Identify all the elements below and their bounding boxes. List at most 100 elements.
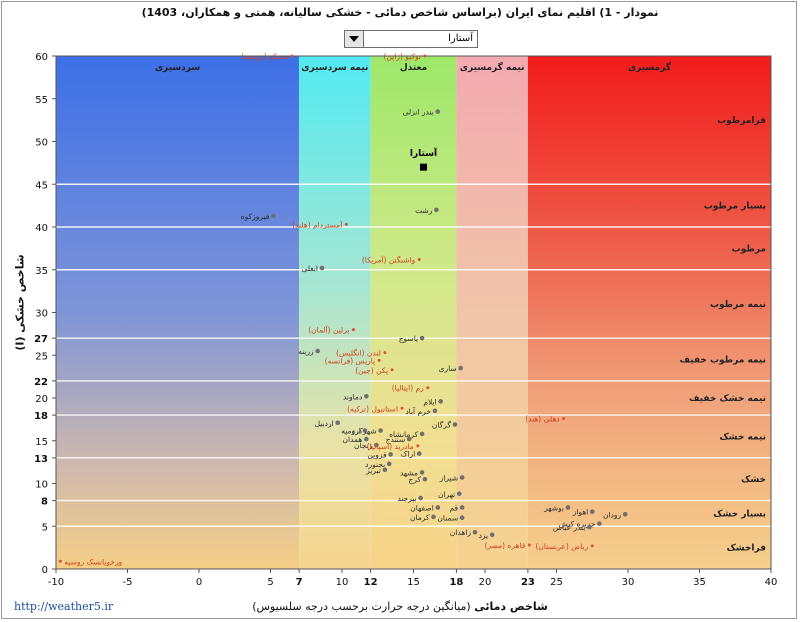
y-tick-label: 25 xyxy=(35,351,48,362)
iran-station-label: جزیره کیش xyxy=(559,520,596,529)
world-station-point xyxy=(400,406,404,410)
iran-station-point xyxy=(622,511,628,517)
world-station-label: پاریس (فرانسه) xyxy=(325,356,376,365)
temperature-zone-label: سردسیری xyxy=(155,63,201,73)
iran-station-label: شهرکرد xyxy=(352,426,377,435)
world-station-point xyxy=(527,543,531,547)
iran-station-label: کرمانشاه xyxy=(389,430,418,439)
world-station-label: ریاض (عربستان) xyxy=(536,542,589,551)
world-station-point xyxy=(426,386,430,390)
chevron-down-icon xyxy=(349,36,359,42)
x-tick-label: 35 xyxy=(693,577,706,588)
temperature-zone xyxy=(56,56,300,569)
world-station-point xyxy=(590,544,594,548)
world-station-point xyxy=(423,54,427,58)
y-tick-label: 45 xyxy=(35,180,48,191)
x-tick-label: 18 xyxy=(449,577,463,588)
iran-station-label: ابعلی xyxy=(301,264,318,273)
temperature-zone xyxy=(456,56,528,569)
humidity-zone-label: فرامرطوب xyxy=(717,116,766,126)
world-station-label: دهلی (هند) xyxy=(525,415,559,424)
temperature-zone xyxy=(527,56,771,569)
x-axis-label-sub: (میانگین درجه حرارت برحسب درجه سلسیوس) xyxy=(252,600,471,613)
world-station-label: مسکو (روسیه) xyxy=(241,52,288,61)
iran-station-point xyxy=(422,476,428,482)
iran-station-label: مشهد xyxy=(400,468,418,477)
y-tick-label: 60 xyxy=(35,52,48,63)
iran-station-point xyxy=(458,365,463,371)
y-tick-label: 10 xyxy=(35,480,48,491)
iran-station-point xyxy=(459,475,465,480)
iran-station-point xyxy=(419,431,425,437)
iran-station-label: یزد xyxy=(479,531,489,540)
iran-station-label: تهران xyxy=(438,490,455,499)
iran-station-point xyxy=(459,505,465,510)
iran-station-point xyxy=(589,509,595,515)
iran-station-point xyxy=(319,265,325,271)
iran-station-point xyxy=(335,420,341,426)
iran-station-label: همدان xyxy=(342,435,362,444)
iran-station-label: گرگان xyxy=(432,421,452,430)
station-select-button[interactable] xyxy=(345,31,364,47)
iran-station-point xyxy=(456,491,462,497)
iran-station-point xyxy=(565,505,571,510)
iran-station-label: ساری xyxy=(439,364,457,373)
x-tick-label: 23 xyxy=(521,577,535,588)
y-tick-label: 13 xyxy=(34,454,48,465)
x-tick-label: 20 xyxy=(479,577,492,588)
world-station-point xyxy=(390,368,394,372)
world-station-label: لندن (انگلیس) xyxy=(336,349,381,358)
iran-station-label: سنندج xyxy=(386,435,406,444)
y-tick-label: 30 xyxy=(35,309,48,320)
x-tick-label: -10 xyxy=(48,577,64,588)
y-tick-label: 18 xyxy=(34,411,48,422)
y-tick-label: 22 xyxy=(34,377,48,388)
x-tick-label: 25 xyxy=(550,577,563,588)
iran-station-label: بوشهر xyxy=(543,503,564,512)
iran-station-label: تبریز xyxy=(365,466,381,475)
iran-station-label: دماوند xyxy=(343,392,362,401)
world-station-point xyxy=(344,222,348,226)
highlighted-station-label: آستارا xyxy=(410,147,438,159)
y-axis-label: شاخص خشکی (I) xyxy=(13,254,27,351)
iran-station-point xyxy=(438,399,443,404)
temperature-zone-label: نیمه گرمسیری xyxy=(460,61,525,73)
iran-station-label: بجنورد xyxy=(365,460,385,469)
world-station-point xyxy=(383,351,387,355)
source-url[interactable]: http://weather5.ir xyxy=(14,600,114,613)
world-station-point xyxy=(351,328,355,332)
station-select[interactable]: آستارا xyxy=(344,30,478,48)
iran-station-point xyxy=(432,408,438,414)
humidity-zone-label: فراخشک xyxy=(727,544,767,554)
x-tick-label: 5 xyxy=(267,577,273,588)
x-tick-label: 40 xyxy=(765,577,778,588)
world-station-label: ورخویانسک روسیه xyxy=(64,557,122,566)
y-tick-label: 0 xyxy=(42,565,48,576)
temperature-zone-label: گرمسیری xyxy=(628,61,672,73)
iran-station-point xyxy=(382,467,388,473)
iran-station-point xyxy=(418,495,423,501)
iran-station-point xyxy=(271,213,276,219)
y-tick-label: 40 xyxy=(35,223,48,234)
y-tick-label: 8 xyxy=(41,497,48,508)
world-station-label: قاهره (مصر) xyxy=(485,541,526,550)
highlighted-station-marker xyxy=(420,163,428,171)
humidity-zone-label: مرطوب xyxy=(732,244,766,254)
iran-station-point xyxy=(388,452,393,457)
humidity-zone-label: بسیار مرطوب xyxy=(704,202,766,212)
world-station-label: برلین (آلمان) xyxy=(308,325,349,335)
iran-station-point xyxy=(419,335,425,341)
iran-station-label: قم xyxy=(450,503,459,512)
iran-station-label: خرم آباد xyxy=(405,406,431,416)
y-tick-label: 50 xyxy=(35,138,48,149)
iran-station-label: ارومیه xyxy=(341,426,361,435)
world-station-label: رم (ایتالیا) xyxy=(392,384,424,393)
x-tick-label: 12 xyxy=(364,577,378,588)
temperature-zone-label: معتدل xyxy=(400,63,427,73)
humidity-zone-label: نیمه خشک xyxy=(719,432,766,442)
world-station-point xyxy=(562,417,566,421)
world-station-point xyxy=(417,257,421,261)
iran-station-point xyxy=(362,428,368,433)
temperature-zone xyxy=(299,56,371,569)
